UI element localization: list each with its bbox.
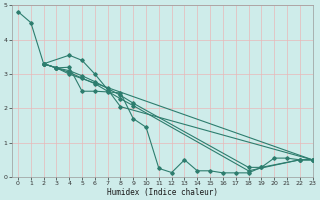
X-axis label: Humidex (Indice chaleur): Humidex (Indice chaleur) [107, 188, 218, 197]
